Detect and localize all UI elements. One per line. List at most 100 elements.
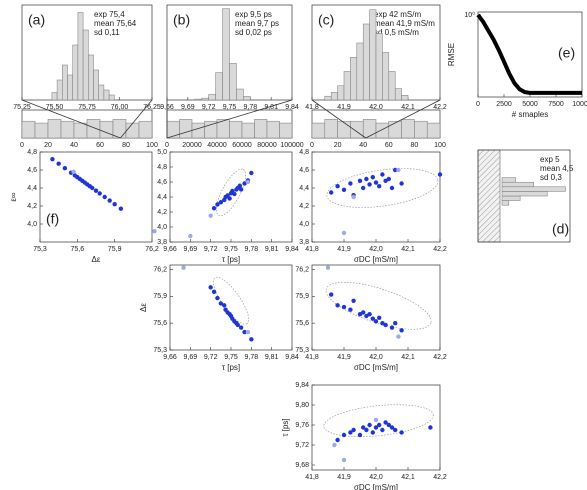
- annotation: exp 5: [540, 155, 560, 164]
- x-tick-label: 60: [385, 142, 393, 149]
- scatter-point: [399, 181, 404, 186]
- scatter-point: [361, 310, 366, 315]
- x-tick-label: 9,66: [163, 246, 177, 253]
- scatter-point: [235, 322, 240, 328]
- scatter-point: [361, 185, 366, 191]
- annotation: mean 75,64: [94, 19, 137, 28]
- scatter-point: [341, 457, 347, 463]
- histogram-bar: [191, 122, 205, 139]
- annotation: sd 0,11: [94, 28, 120, 37]
- scatter-point: [399, 430, 404, 435]
- scatter-point: [218, 301, 224, 306]
- prior-hatch: [477, 149, 501, 243]
- x-tick-label: 20000: [182, 142, 202, 149]
- x-tick-label: 60: [96, 142, 104, 149]
- histogram-bar: [501, 200, 510, 206]
- histogram-bar: [201, 97, 209, 101]
- x-tick-label: 42,2: [433, 104, 447, 111]
- scatter-point: [181, 265, 186, 270]
- x-tick-label: 7500: [548, 101, 564, 108]
- histogram-bar: [215, 72, 223, 101]
- histogram-bar: [73, 122, 88, 139]
- x-tick-label: 41,8: [305, 474, 319, 481]
- x-tick-label: 100: [146, 142, 158, 149]
- x-tick-label: 42,2: [433, 474, 447, 481]
- x-tick-label: 9,78: [245, 246, 259, 253]
- scatter-point: [367, 312, 372, 317]
- y-axis-label: τ [ps]: [281, 418, 290, 436]
- plot-frame: [311, 151, 441, 243]
- scatter-point: [56, 161, 61, 166]
- histogram-bar: [501, 191, 548, 197]
- x-tick-label: 10000: [572, 101, 587, 108]
- x-tick-label: 42,0: [369, 354, 383, 361]
- x-tick-label: 9,69: [184, 354, 198, 361]
- panel-label: (c): [318, 12, 334, 28]
- x-tick-label: 9,66: [163, 354, 177, 361]
- panel-label: (f): [46, 211, 59, 227]
- histogram-bar: [108, 94, 115, 101]
- x-axis-label: σDC [mS/m]: [354, 363, 398, 372]
- histogram-bar: [266, 120, 280, 139]
- scatter-point: [211, 289, 217, 295]
- y-tick-label: 75,6: [153, 320, 167, 327]
- histogram-bar: [254, 119, 268, 139]
- scatter-point: [370, 175, 375, 180]
- scatter-point: [50, 157, 55, 162]
- scatter-point: [118, 206, 124, 211]
- x-tick-label: 76,25: [143, 104, 161, 111]
- histogram-bar: [222, 8, 230, 101]
- y-tick-label: 4,2: [27, 203, 37, 210]
- scatter-point: [396, 334, 401, 339]
- histogram-bar: [279, 122, 293, 139]
- scatter-point: [249, 170, 254, 176]
- scatter-point: [380, 172, 385, 177]
- scatter-point: [357, 312, 363, 317]
- x-tick-label: 9,84: [285, 246, 299, 253]
- scatter-point: [71, 169, 76, 174]
- y-tick-label: 9,76: [295, 422, 309, 429]
- scatter-point: [335, 437, 340, 443]
- x-tick-label: 42,0: [369, 474, 383, 481]
- x-tick-label: 41,9: [337, 474, 351, 481]
- histogram-bar: [414, 120, 428, 139]
- histogram-bar: [236, 88, 244, 101]
- x-tick-label: 9,81: [265, 246, 279, 253]
- scatter-point: [341, 187, 347, 192]
- scatter-point: [238, 325, 244, 330]
- histogram-bar: [88, 54, 94, 101]
- x-tick-label: 42,1: [401, 246, 415, 253]
- histogram-bar: [99, 120, 114, 139]
- scatter-point: [112, 202, 117, 207]
- x-tick-label: 76,2: [145, 246, 159, 253]
- x-tick-label: 42,0: [369, 246, 383, 253]
- y-tick-label: 4,2: [157, 209, 167, 216]
- histogram-bar: [93, 69, 99, 101]
- scatter-point: [341, 304, 347, 310]
- scatter-point: [393, 167, 398, 173]
- rmse-line: [476, 13, 582, 95]
- y-tick-label: 75,3: [295, 347, 309, 354]
- x-tick-label: 9,81: [265, 354, 279, 361]
- scatter-point: [152, 229, 157, 234]
- y-tick-label: 4,4: [157, 194, 167, 201]
- scatter-point: [373, 180, 379, 185]
- x-tick-label: 80: [411, 142, 419, 149]
- y-axis-label: Δε: [139, 303, 148, 312]
- x-tick-label: 9,69: [181, 104, 195, 111]
- scatter-point: [361, 425, 366, 430]
- scatter-point: [242, 329, 247, 335]
- histogram-bar: [337, 120, 351, 139]
- histogram-bar: [72, 44, 79, 101]
- histogram-bar: [324, 95, 332, 101]
- scatter-point: [357, 178, 363, 183]
- scatter-point: [386, 176, 391, 182]
- x-tick-label: 75,75: [78, 104, 96, 111]
- x-tick-label: 42,2: [433, 246, 447, 253]
- annotation: sd 0,02 ps: [235, 28, 272, 37]
- annotation: exp 9,5 ps: [235, 10, 272, 19]
- x-tick-label: 80000: [257, 142, 277, 149]
- scatter-point: [389, 185, 395, 191]
- x-tick-label: 9,81: [264, 104, 278, 111]
- histogram-bar: [388, 120, 402, 139]
